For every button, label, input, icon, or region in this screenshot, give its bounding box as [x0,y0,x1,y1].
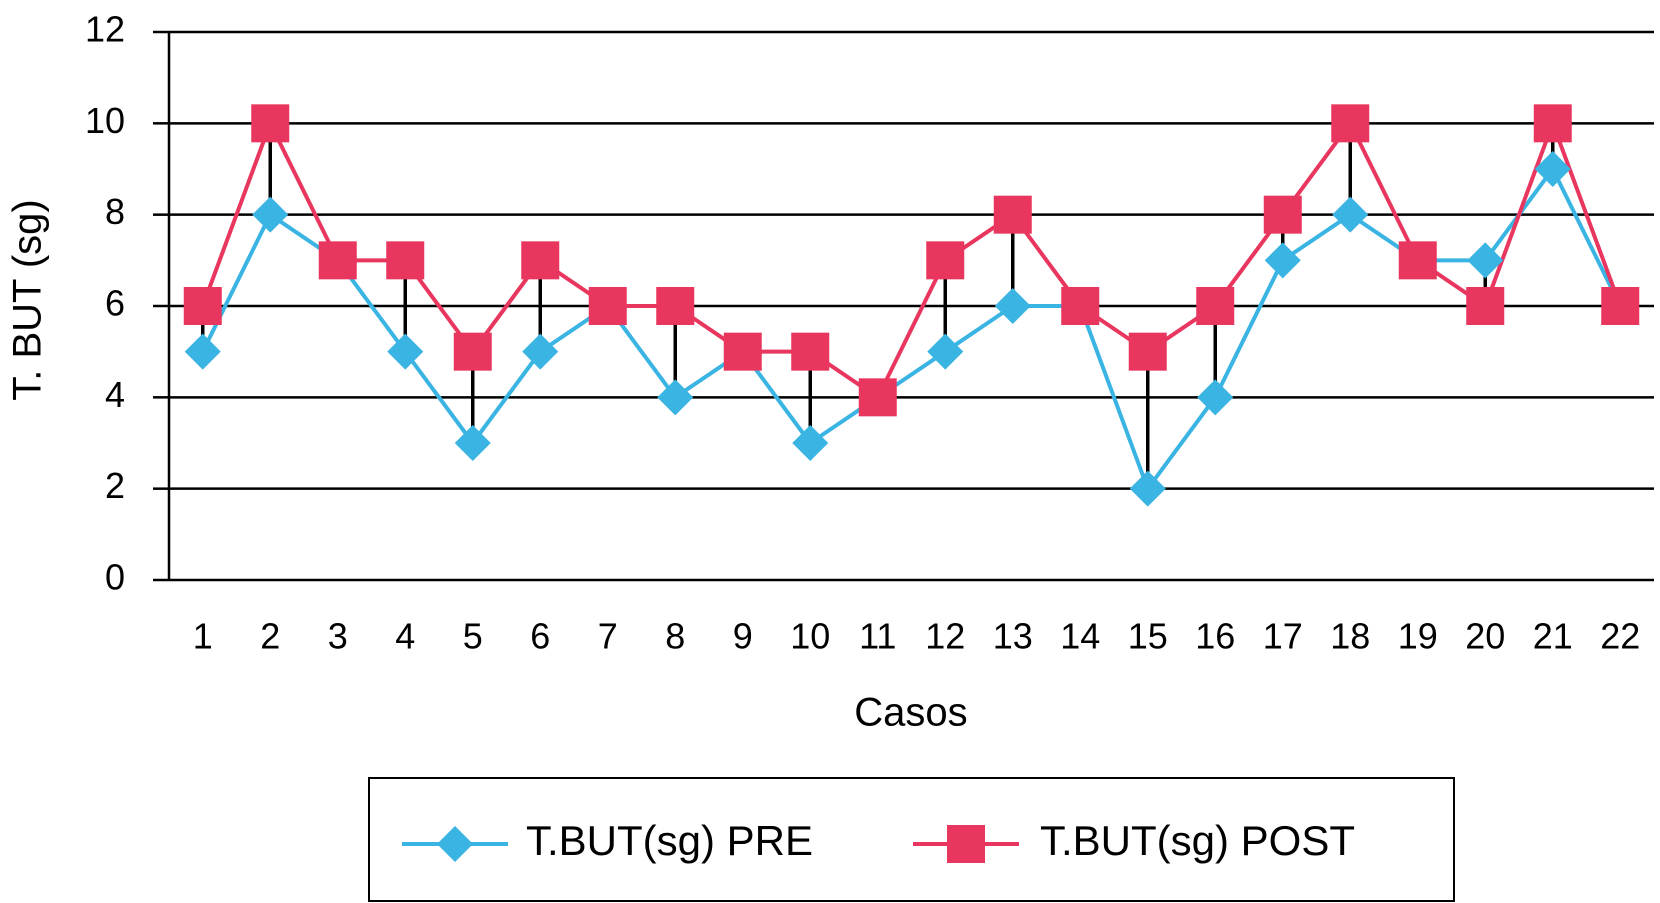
data-point [792,425,829,461]
x-tick-label: 18 [1330,616,1370,657]
series-line [200,121,1623,400]
data-point [1467,242,1504,279]
x-tick-label: 1 [193,616,213,657]
data-point [858,378,897,417]
x-tick-label: 12 [925,616,965,657]
x-tick-label: 22 [1600,616,1640,657]
x-tick-label: 21 [1533,616,1573,657]
x-tick-label: 3 [328,616,348,657]
x-tick-label: 20 [1465,616,1505,657]
data-point [1196,287,1235,325]
y-axis-title: T. BUT (sg) [6,199,50,401]
data-point [1332,196,1369,233]
data-point [1534,151,1571,187]
data-point [1263,195,1302,234]
x-tick-label: 19 [1398,616,1438,657]
y-tick-label: 12 [85,9,125,50]
x-tick-label: 11 [859,616,896,657]
data-point [588,287,627,325]
x-tick-label: 13 [993,616,1033,657]
y-tick-label: 4 [105,374,125,415]
data-point [386,241,425,280]
legend-marker [947,825,985,863]
data-point [994,288,1031,324]
x-tick-label: 15 [1128,616,1168,657]
data-point [387,333,424,370]
y-tick-label: 2 [105,465,125,506]
series-line [200,167,1623,491]
data-point [993,195,1032,234]
data-point [791,332,830,371]
x-tick-label: 5 [463,616,483,657]
y-tick-label: 6 [105,283,125,324]
data-point [318,241,357,280]
legend-marker [437,826,473,862]
x-axis-title: Casos [854,691,967,735]
x-tick-label: 6 [530,616,550,657]
data-point [1129,470,1166,507]
data-point [656,287,695,325]
legend-label: T.BUT(sg) PRE [526,817,813,864]
data-point [1601,287,1640,325]
data-point [522,333,559,370]
data-point [454,425,491,461]
data-point [183,287,222,325]
legend-box [368,777,1455,902]
data-point [1533,104,1572,143]
y-tick-label: 0 [105,557,125,598]
data-point [521,241,560,280]
data-point [251,104,290,143]
data-point [657,379,694,416]
data-point [1264,242,1301,279]
data-point [1128,332,1167,371]
x-tick-label: 7 [598,616,618,657]
data-point [453,332,492,371]
x-tick-label: 9 [733,616,753,657]
x-tick-label: 16 [1195,616,1235,657]
x-tick-label: 4 [395,616,415,657]
data-point [1197,379,1234,416]
x-tick-label: 17 [1263,616,1303,657]
x-tick-label: 8 [665,616,685,657]
data-point [723,332,762,371]
x-tick-label: 14 [1060,616,1100,657]
data-point [1466,287,1505,325]
data-point [184,333,221,370]
x-tick-label: 2 [260,616,280,657]
data-point [926,241,965,280]
legend-label: T.BUT(sg) POST [1040,817,1355,864]
data-point [1061,287,1100,325]
x-tick-label: 10 [790,616,830,657]
data-point [1398,241,1437,280]
y-tick-label: 8 [105,191,125,232]
data-point [1331,104,1370,143]
data-point [927,333,964,370]
y-tick-label: 10 [85,100,125,141]
data-point [252,196,289,233]
